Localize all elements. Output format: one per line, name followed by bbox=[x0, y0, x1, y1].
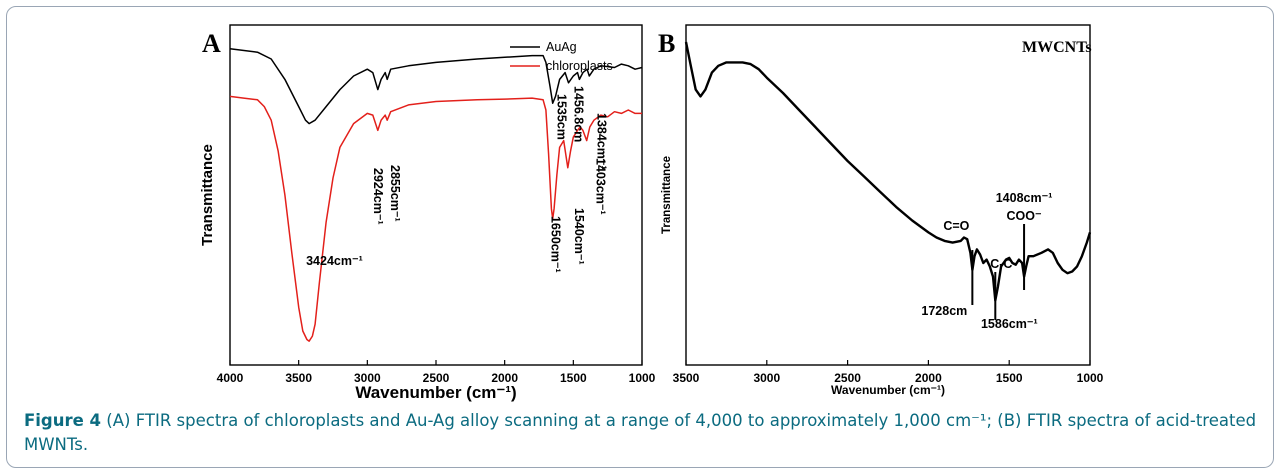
x-tick-label: 3500 bbox=[285, 371, 312, 385]
panel-a-plot-frame bbox=[229, 24, 643, 366]
x-tick-label: 2000 bbox=[491, 371, 518, 385]
peak-annotation: 1403cm⁻¹ bbox=[594, 158, 608, 215]
peak-annotation: 2924cm⁻¹ bbox=[371, 168, 385, 225]
caption-figure-number: Figure 4 bbox=[24, 411, 102, 430]
peak-annotation: 1384cm⁻¹ bbox=[594, 113, 608, 170]
panel-a-legend: AuAg chloroplasts bbox=[510, 40, 613, 73]
panel-b-x-axis-label: Wavenumber (cm⁻¹) bbox=[831, 383, 945, 397]
peak-annotation: 1728cm bbox=[921, 304, 967, 318]
series-line-AuAg bbox=[229, 48, 643, 125]
x-tick-label: 2000 bbox=[915, 371, 942, 385]
x-tick-label: 4000 bbox=[217, 371, 244, 385]
peak-annotation: COO⁻ bbox=[1007, 209, 1042, 223]
panel-a-annotations: 3424cm⁻¹ 2924cm⁻¹ 2855cm⁻¹ 1650cm⁻¹ 1540cm⁻¹… bbox=[306, 86, 608, 273]
legend-label-chloroplasts: chloroplasts bbox=[546, 59, 613, 73]
x-tick-label: 3500 bbox=[673, 371, 700, 385]
panel-a-series bbox=[229, 48, 643, 342]
peak-annotation: 3424cm⁻¹ bbox=[306, 254, 363, 268]
panel-b-label: B bbox=[658, 29, 675, 58]
caption-text: (A) FTIR spectra of chloroplasts and Au-… bbox=[24, 411, 1257, 454]
panel-b: 3500 3000 2500 2000 1500 1000 C=O 1728cm C-C 158… bbox=[658, 24, 1104, 397]
peak-annotation: 1408cm⁻¹ bbox=[996, 191, 1053, 205]
peak-annotation: C=O bbox=[943, 219, 969, 233]
panel-a-label: A bbox=[202, 29, 221, 58]
panel-a: 4000 3500 3000 2500 2000 1500 1000 3424cm⁻¹ 292… bbox=[199, 24, 656, 402]
panel-b-x-ticks: 3500 3000 2500 2000 1500 1000 bbox=[673, 360, 1104, 385]
legend-label-auag: AuAg bbox=[546, 40, 577, 54]
figure-frame bbox=[6, 6, 1274, 468]
panel-b-annotations: C=O 1728cm C-C 1586cm⁻¹ 1408cm⁻¹ COO⁻ bbox=[921, 191, 1052, 331]
peak-annotation: 1540cm⁻¹ bbox=[572, 208, 586, 265]
panel-a-y-axis-label: Transmittance bbox=[199, 144, 216, 246]
x-tick-label: 2500 bbox=[423, 371, 450, 385]
x-tick-label: 1000 bbox=[629, 371, 656, 385]
peak-annotation: 1535cm bbox=[555, 94, 569, 140]
peak-annotation: C-C bbox=[990, 257, 1012, 271]
panel-a-x-ticks: 4000 3500 3000 2500 2000 1500 1000 bbox=[217, 360, 656, 385]
panel-b-title: MWCNTs bbox=[1022, 39, 1092, 56]
x-tick-label: 3000 bbox=[354, 371, 381, 385]
panel-b-plot-frame bbox=[685, 24, 1091, 366]
panel-a-x-axis-label: Wavenumber (cm⁻¹) bbox=[355, 383, 516, 402]
x-tick-label: 3000 bbox=[753, 371, 780, 385]
series-line-mwcnts bbox=[684, 41, 1092, 302]
x-tick-label: 2500 bbox=[834, 371, 861, 385]
series-line-chloroplasts bbox=[229, 95, 642, 342]
peak-annotation: 1586cm⁻¹ bbox=[981, 317, 1038, 331]
peak-annotation: 1650cm⁻¹ bbox=[549, 216, 563, 273]
panel-b-y-axis-label: Transmittance bbox=[661, 156, 673, 234]
peak-annotation: 2855cm⁻¹ bbox=[388, 165, 402, 222]
peak-annotation: 1456.8cm bbox=[571, 86, 585, 142]
figure-caption: Figure 4 (A) FTIR spectra of chloroplast… bbox=[24, 409, 1258, 457]
x-tick-label: 1500 bbox=[996, 371, 1023, 385]
x-tick-label: 1500 bbox=[560, 371, 587, 385]
panel-b-series bbox=[684, 41, 1092, 302]
x-tick-label: 1000 bbox=[1077, 371, 1104, 385]
